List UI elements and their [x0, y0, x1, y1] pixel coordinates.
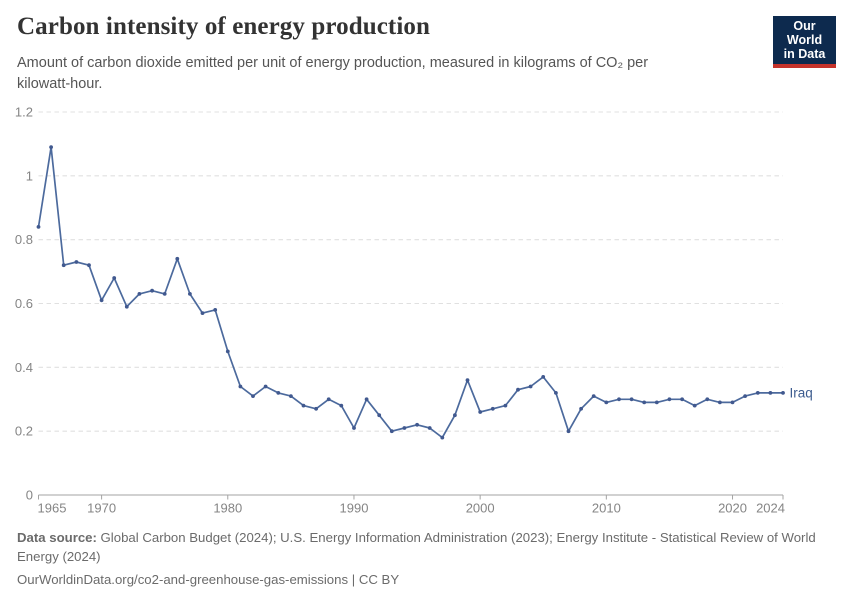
owid-logo-redbar	[773, 64, 836, 68]
y-axis-tick-label: 1.2	[15, 105, 33, 120]
data-point[interactable]	[453, 413, 457, 418]
owid-logo-line2: in Data	[783, 47, 826, 61]
y-axis-tick-label: 0.8	[15, 232, 33, 247]
footer-divider: |	[348, 572, 359, 588]
data-source-line: Data source: Global Carbon Budget (2024)…	[17, 529, 822, 566]
data-point[interactable]	[377, 413, 382, 418]
data-point[interactable]	[301, 403, 306, 408]
y-axis-tick-label: 0.4	[15, 360, 33, 375]
data-point[interactable]	[490, 406, 495, 411]
y-axis-tick-label: 0.2	[15, 424, 33, 439]
data-point[interactable]	[389, 429, 394, 434]
data-point[interactable]	[162, 292, 167, 296]
data-point[interactable]	[528, 384, 533, 389]
page-title: Carbon intensity of energy production	[17, 13, 430, 40]
data-point[interactable]	[61, 263, 66, 268]
data-point[interactable]	[440, 435, 445, 440]
data-point[interactable]	[314, 406, 318, 411]
data-point[interactable]	[263, 384, 268, 389]
data-point[interactable]	[36, 225, 41, 229]
data-point[interactable]	[364, 397, 369, 402]
data-point[interactable]	[642, 400, 647, 405]
data-point[interactable]	[692, 403, 697, 408]
data-point[interactable]	[579, 406, 583, 411]
data-point[interactable]	[339, 403, 344, 408]
data-point[interactable]	[188, 292, 192, 296]
data-point[interactable]	[718, 400, 722, 405]
data-point[interactable]	[516, 387, 520, 392]
data-point[interactable]	[680, 397, 684, 402]
data-point[interactable]	[705, 397, 710, 402]
x-axis-tick-label: 1980	[213, 501, 242, 516]
license-link[interactable]: CC BY	[358, 572, 400, 588]
data-point[interactable]	[49, 145, 53, 149]
x-axis-tick-label: 1965	[38, 501, 67, 516]
data-point[interactable]	[415, 422, 419, 427]
data-point[interactable]	[427, 426, 432, 430]
data-point[interactable]	[74, 260, 79, 264]
data-point[interactable]	[402, 426, 407, 430]
data-point[interactable]	[604, 400, 609, 405]
chart-canvas[interactable]: 0 0.2 0.4 0.6 0.8 1 1.2 1965 1970 1980 1990 2000 201…	[0, 90, 850, 530]
owid-logo-line1: Our World	[786, 19, 823, 47]
data-point[interactable]	[251, 394, 255, 398]
canonical-url-line: OurWorldinData.org/co2-and-greenhouse-ga…	[17, 571, 822, 590]
data-point[interactable]	[768, 391, 773, 395]
data-source-label: Data source:	[17, 530, 97, 545]
chart-footer: Data source: Global Carbon Budget (2024)…	[17, 529, 822, 590]
series-label-iraq[interactable]: Iraq	[790, 385, 813, 400]
data-point[interactable]	[755, 391, 760, 395]
data-point[interactable]	[541, 375, 546, 379]
data-line[interactable]	[37, 146, 784, 439]
data-point[interactable]	[478, 410, 483, 414]
data-point[interactable]	[554, 391, 558, 395]
data-point[interactable]	[730, 400, 735, 405]
data-point[interactable]	[137, 292, 142, 296]
data-point[interactable]	[112, 276, 117, 280]
data-point[interactable]	[213, 308, 218, 312]
y-axis-tick-label: 1	[26, 168, 33, 183]
data-point[interactable]	[150, 288, 155, 293]
data-point[interactable]	[326, 397, 331, 402]
y-axis-tick-label: 0	[26, 488, 33, 503]
data-point[interactable]	[352, 426, 356, 430]
owid-logo-text: Our World in Data	[773, 16, 836, 64]
data-point[interactable]	[566, 429, 571, 434]
data-point[interactable]	[654, 400, 659, 405]
data-point[interactable]	[465, 378, 470, 382]
canonical-url-link[interactable]: OurWorldinData.org/co2-and-greenhouse-ga…	[17, 572, 349, 588]
x-axis-tick-label: 1990	[340, 501, 369, 516]
x-axis-tick-label: 2000	[466, 501, 495, 516]
y-axis-tick-label: 0.6	[15, 296, 33, 311]
data-point[interactable]	[225, 349, 230, 354]
owid-logo[interactable]: Our World in Data	[773, 16, 836, 68]
data-point[interactable]	[175, 256, 180, 261]
data-point[interactable]	[200, 311, 205, 315]
x-axis-tick-label: 1970	[87, 501, 116, 516]
data-point[interactable]	[503, 403, 508, 408]
data-point[interactable]	[289, 394, 293, 398]
data-point[interactable]	[238, 384, 243, 389]
data-point[interactable]	[124, 304, 129, 309]
data-point[interactable]	[743, 394, 747, 398]
data-point[interactable]	[667, 397, 672, 402]
chart-area[interactable]: 0 0.2 0.4 0.6 0.8 1 1.2 1965 1970 1980 1990 2000 201…	[0, 90, 850, 530]
data-point[interactable]	[629, 397, 634, 402]
data-point[interactable]	[276, 391, 281, 395]
data-point[interactable]	[99, 298, 104, 303]
x-axis-tick-label: 2020	[718, 501, 747, 516]
data-source-text: Global Carbon Budget (2024); U.S. Energy…	[17, 530, 816, 564]
chart-subtitle: Amount of carbon dioxide emitted per uni…	[17, 55, 649, 93]
data-point[interactable]	[617, 397, 621, 402]
x-axis-tick-label: 2010	[592, 501, 621, 516]
data-point[interactable]	[87, 263, 91, 268]
data-point[interactable]	[781, 391, 785, 395]
x-axis-tick-label: 2024	[756, 501, 785, 516]
data-point[interactable]	[591, 394, 596, 398]
